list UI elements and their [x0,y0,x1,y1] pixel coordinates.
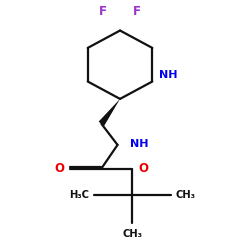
Text: CH₃: CH₃ [176,190,196,200]
Text: CH₃: CH₃ [122,229,142,239]
Text: NH: NH [159,70,178,80]
Text: NH: NH [130,139,149,149]
Text: H₃C: H₃C [70,190,89,200]
Text: F: F [133,6,141,18]
Polygon shape [98,99,120,126]
Text: O: O [55,162,65,174]
Text: O: O [138,162,148,174]
Text: F: F [99,6,107,18]
